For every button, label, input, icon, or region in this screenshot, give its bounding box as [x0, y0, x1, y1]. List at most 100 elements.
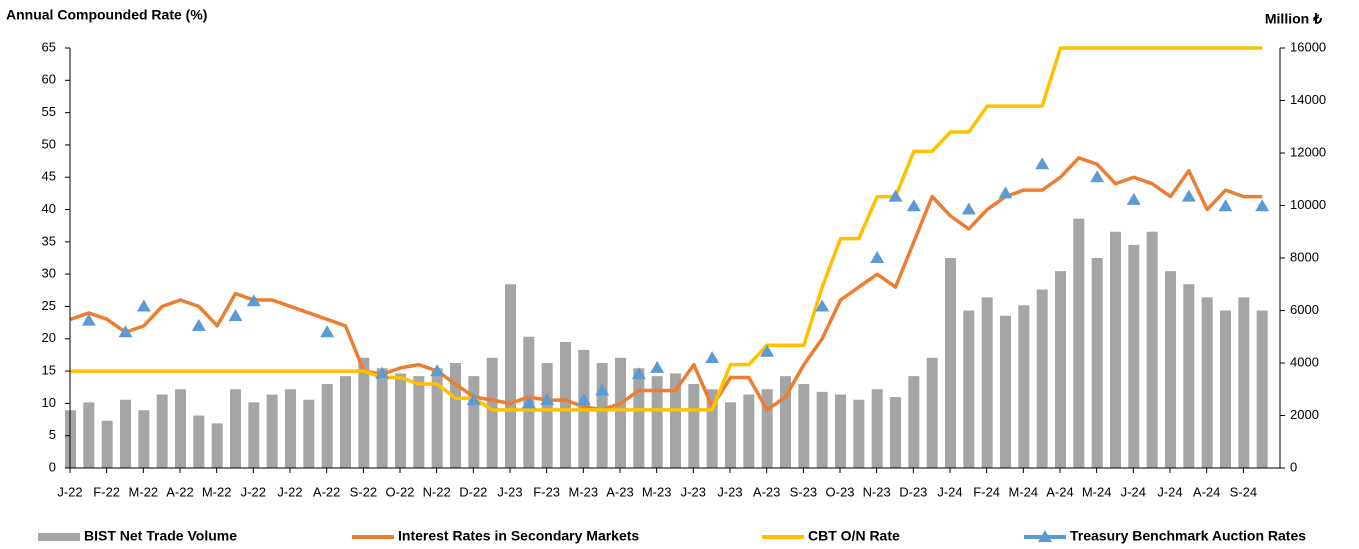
x-tick-label: A-23	[606, 484, 633, 499]
volume-bar	[1055, 271, 1066, 468]
volume-bar	[1220, 310, 1231, 468]
auction-marker	[521, 396, 536, 409]
x-tick-label: J-22	[57, 484, 82, 499]
volume-bar	[1036, 289, 1048, 468]
auction-marker	[466, 393, 481, 406]
auction-marker	[1126, 192, 1141, 205]
auction-marker	[320, 325, 335, 338]
y-tick-label: 10	[42, 395, 56, 410]
legend-marker	[1038, 530, 1052, 542]
x-tick-label: J-23	[717, 484, 742, 499]
x-tick-label: J-23	[681, 484, 706, 499]
y-tick-label: 65	[42, 39, 56, 54]
volume-bar	[1091, 258, 1103, 468]
auction-marker	[191, 318, 206, 331]
legend-swatch	[38, 533, 80, 541]
x-tick-label: D-22	[459, 484, 487, 499]
x-tick-label: J-23	[497, 484, 522, 499]
x-tick-label: M-22	[202, 484, 232, 499]
volume-bar	[651, 376, 663, 468]
auction-marker	[430, 364, 445, 377]
volume-bar	[230, 389, 241, 468]
y2-tick-label: 14000	[1290, 92, 1326, 107]
x-tick-label: M-23	[642, 484, 672, 499]
auction-marker	[576, 393, 591, 406]
volume-bar	[1165, 271, 1176, 468]
x-tick-label: N-23	[863, 484, 891, 499]
volume-bar	[431, 368, 443, 468]
volume-bar	[1238, 297, 1250, 468]
volume-bar	[413, 376, 425, 468]
volume-bar	[83, 402, 95, 468]
x-tick-label: M-24	[1082, 484, 1112, 499]
volume-bar	[816, 391, 828, 468]
auction-marker	[998, 186, 1013, 199]
x-tick-label: O-22	[386, 484, 415, 499]
x-tick-label: S-23	[790, 484, 817, 499]
y-tick-label: 15	[42, 363, 56, 378]
auction-marker	[1181, 189, 1196, 202]
y-tick-label: 35	[42, 233, 56, 248]
volume-bar	[560, 342, 571, 468]
x-tick-label: N-22	[423, 484, 451, 499]
y-tick-label: 40	[42, 201, 56, 216]
x-tick-label: J-24	[937, 484, 962, 499]
legend-label: CBT O/N Rate	[808, 528, 900, 544]
auction-marker	[136, 299, 151, 312]
volume-bar	[835, 394, 846, 468]
auction-marker	[906, 199, 921, 212]
auction-marker	[1218, 199, 1233, 212]
volume-bar	[450, 363, 461, 468]
y-tick-label: 60	[42, 72, 56, 87]
x-tick-label: F-23	[533, 484, 560, 499]
volume-bar	[926, 357, 938, 468]
volume-bar	[1201, 297, 1213, 468]
volume-bar	[358, 357, 370, 468]
volume-bar	[981, 297, 993, 468]
volume-bar	[156, 394, 168, 468]
auction-marker	[1090, 170, 1105, 183]
x-tick-label: A-22	[166, 484, 193, 499]
legend-label: BIST Net Trade Volume	[84, 528, 237, 544]
auction-marker	[815, 299, 830, 312]
volume-bar	[505, 284, 516, 468]
x-tick-label: S-22	[350, 484, 377, 499]
volume-bar	[761, 389, 773, 468]
auction-marker	[870, 251, 885, 263]
auction-marker	[540, 393, 555, 406]
y-tick-label: 5	[49, 427, 56, 442]
y2-tick-label: 10000	[1290, 197, 1326, 212]
y2-tick-label: 2000	[1290, 407, 1319, 422]
volume-bar	[1146, 231, 1158, 468]
volume-bar	[706, 389, 718, 468]
x-tick-label: D-23	[899, 484, 927, 499]
volume-bar	[101, 420, 113, 468]
volume-bar	[193, 415, 205, 468]
rate-line	[70, 46, 1263, 412]
volume-bar	[853, 399, 865, 468]
volume-bar	[211, 423, 223, 468]
x-tick-label: S-24	[1230, 484, 1257, 499]
auction-marker	[228, 309, 243, 322]
auction-marker	[888, 189, 903, 202]
volume-bar	[376, 368, 388, 468]
x-tick-label: J-22	[241, 484, 266, 499]
auction-marker	[650, 360, 665, 373]
auction-marker	[961, 202, 976, 215]
auction-marker	[631, 367, 646, 380]
x-tick-label: A-24	[1193, 484, 1220, 499]
volume-bar	[670, 373, 681, 468]
auction-marker	[118, 325, 133, 338]
y-tick-label: 20	[42, 330, 56, 345]
y2-axis-label: Million ₺	[1265, 11, 1322, 27]
y-tick-label: 45	[42, 169, 56, 184]
y2-tick-label: 16000	[1290, 39, 1326, 54]
x-tick-label: M-23	[569, 484, 599, 499]
volume-bar	[725, 402, 736, 468]
volume-bar	[285, 389, 296, 468]
y-axis-label: Annual Compounded Rate (%)	[6, 7, 207, 23]
auction-marker	[246, 294, 261, 307]
auction-marker	[1035, 157, 1050, 170]
y-tick-label: 25	[42, 298, 56, 313]
volume-bar	[780, 376, 791, 468]
